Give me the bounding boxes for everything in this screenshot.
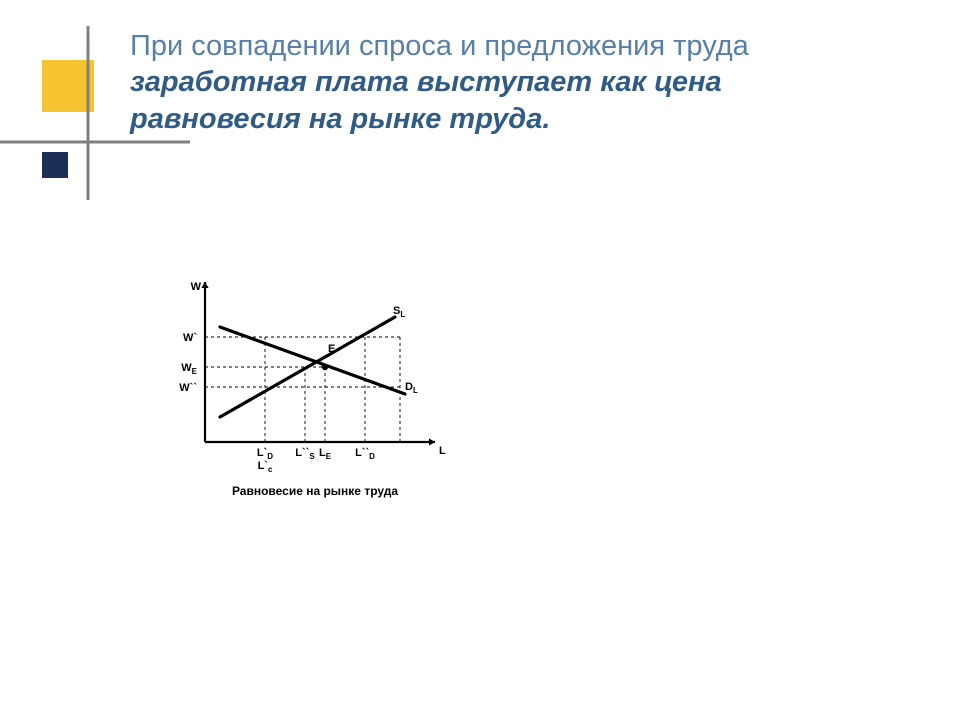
svg-text:L: L (439, 445, 446, 457)
svg-text:WE: WE (181, 362, 197, 376)
title-line3: равновесия на рынке труда. (130, 103, 550, 135)
svg-text:L``S: L``S (295, 447, 315, 461)
svg-text:DL: DL (405, 381, 418, 395)
title-line2: заработная плата выступает как цена (130, 66, 722, 98)
svg-text:L`D: L`D (257, 447, 273, 461)
svg-text:L``D: L``D (355, 447, 375, 461)
equilibrium-chart: W L W` WE W`` L`D L``S LE L``D L`c SL DL E Равновеси… (165, 272, 495, 498)
svg-text:W``: W`` (179, 382, 197, 394)
svg-text:SL: SL (393, 305, 405, 319)
svg-text:E: E (328, 343, 335, 355)
chart-caption: Равновесие на рынке труда (165, 484, 465, 498)
slide: При совпадении спроса и предложения труд… (0, 0, 960, 720)
svg-text:W`: W` (183, 332, 197, 344)
svg-text:W: W (191, 281, 202, 293)
slide-title: При совпадении спроса и предложения труд… (130, 28, 850, 137)
svg-text:LE: LE (319, 447, 332, 461)
svg-text:L`c: L`c (258, 460, 273, 474)
chart-svg: W L W` WE W`` L`D L``S LE L``D L`c SL DL E (165, 272, 465, 482)
title-line1: При совпадении спроса и предложения труд… (130, 30, 749, 62)
